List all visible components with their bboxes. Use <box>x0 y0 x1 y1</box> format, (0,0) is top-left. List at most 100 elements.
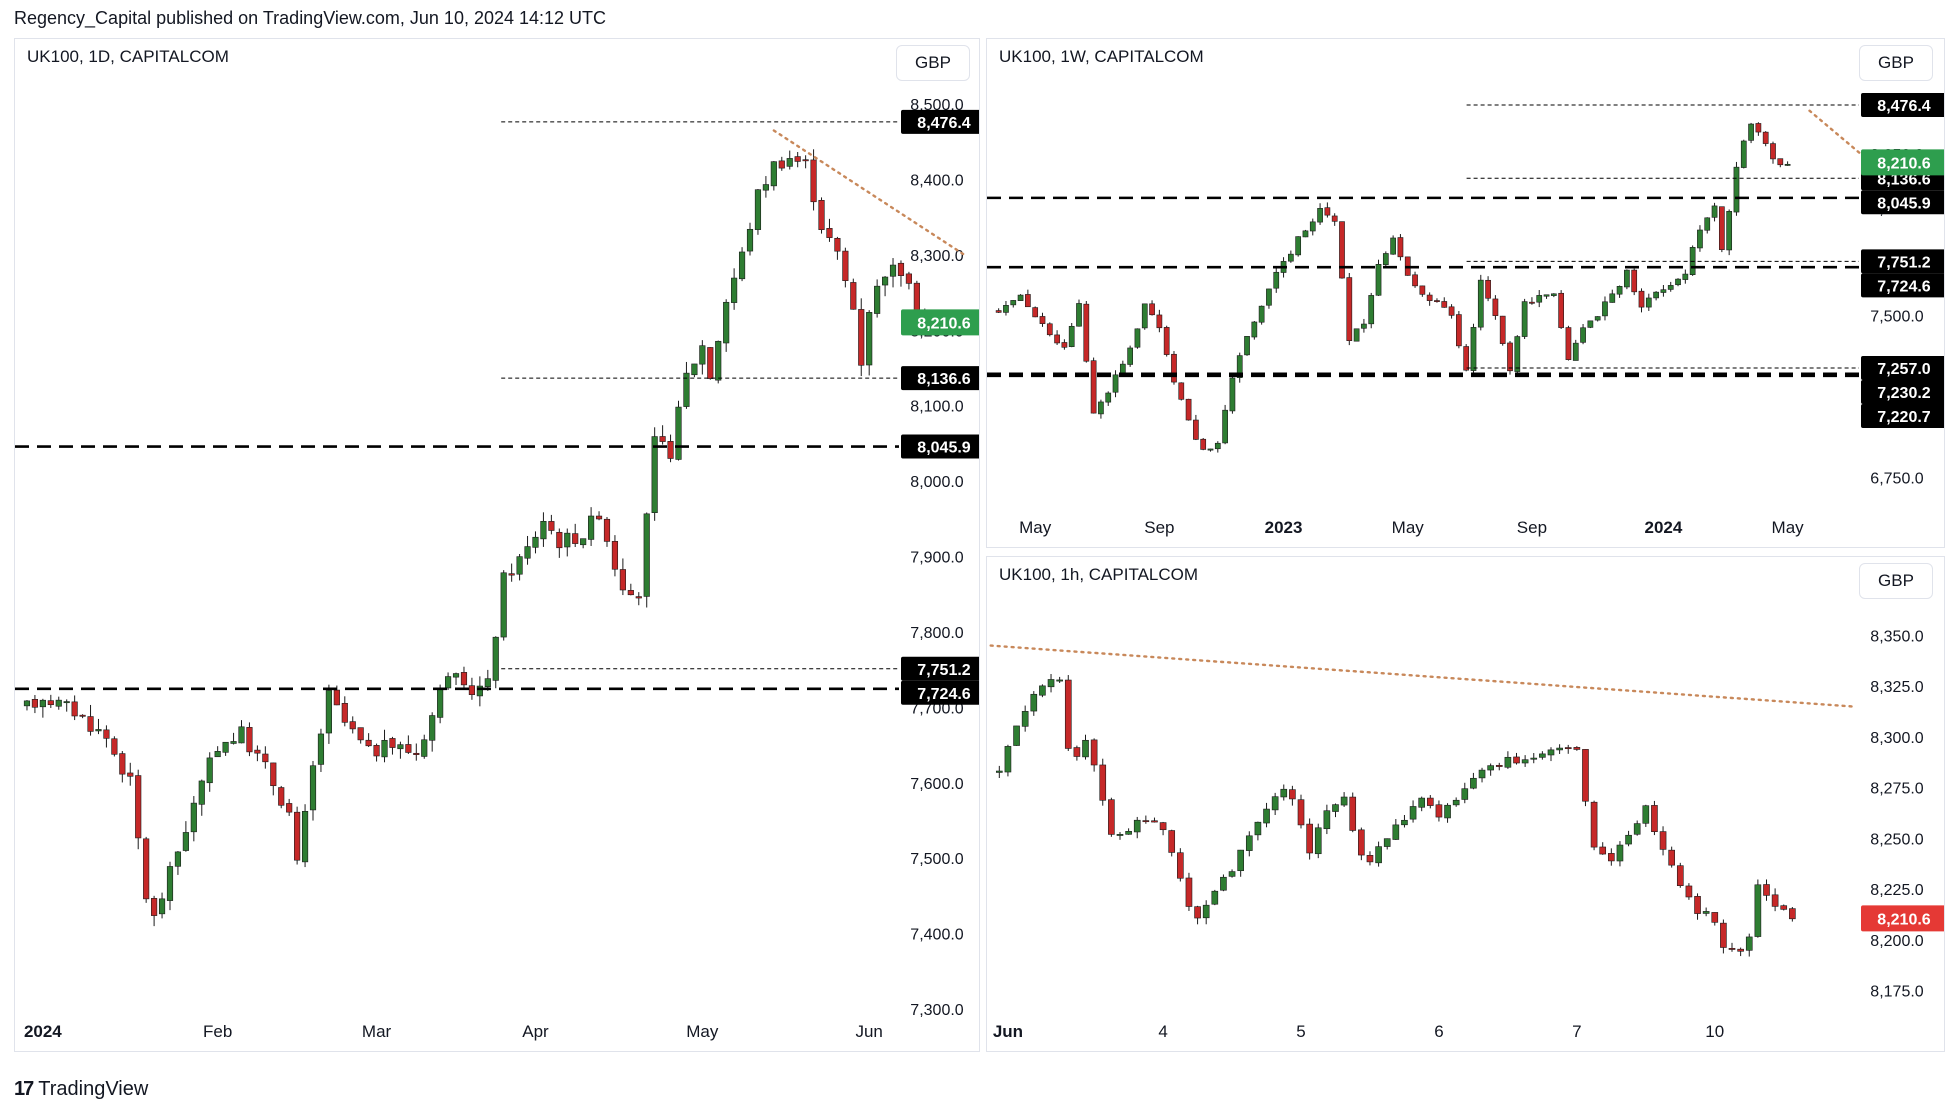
x-tick-label: 4 <box>1158 1022 1167 1041</box>
candle-down <box>1061 342 1068 348</box>
y-tick-label: 7,500.0 <box>1870 309 1923 326</box>
candle-down <box>1366 855 1374 863</box>
candle-up <box>1547 749 1555 756</box>
candle-up <box>1711 205 1718 218</box>
candle-down <box>1728 948 1736 950</box>
candle-down <box>1331 215 1338 222</box>
candle-up <box>23 700 31 707</box>
candle-up <box>691 363 698 376</box>
trendline[interactable] <box>989 644 1854 708</box>
candle-up <box>1211 890 1219 905</box>
candle-up <box>1098 401 1104 415</box>
candle-up <box>1004 746 1012 773</box>
currency-button-hourly[interactable]: GBP <box>1859 563 1933 599</box>
daily-chart-svg[interactable]: 7,300.07,400.07,500.07,600.07,700.07,800… <box>15 39 979 1051</box>
x-tick-label: 6 <box>1434 1022 1443 1041</box>
candle-up <box>1594 316 1601 321</box>
candle-up <box>1134 328 1141 348</box>
candle-up <box>1287 253 1294 262</box>
candle-up <box>995 770 1003 773</box>
candle-down <box>1039 316 1046 324</box>
candle-up <box>1116 834 1124 836</box>
candle-up <box>1263 808 1270 824</box>
candle-up <box>1271 796 1279 811</box>
candle-up <box>1444 804 1451 819</box>
y-tick-label: 7,400.0 <box>910 927 963 944</box>
candle-up <box>1521 759 1529 764</box>
candle-down <box>127 772 134 777</box>
candle-up <box>1003 305 1009 313</box>
chart-pane-hourly[interactable]: 8,175.0 8,200.0 8,225.0 8,250.0 8,275.0 8,300… <box>986 556 1945 1052</box>
candle-up <box>866 312 873 366</box>
candle-down <box>71 701 78 717</box>
candle-up <box>1726 211 1733 251</box>
candle-up <box>540 521 547 540</box>
candle-up <box>1214 442 1221 450</box>
price-level-tag <box>901 680 979 705</box>
price-level-tag <box>1861 356 1944 380</box>
candle-down <box>1780 905 1788 910</box>
candle-up <box>675 406 682 460</box>
candle-down <box>794 156 801 162</box>
candle-up <box>1514 336 1521 372</box>
candle-up <box>1317 208 1323 223</box>
candle-up <box>158 898 166 915</box>
chart-pane-daily[interactable]: 7,300.0 7,400.0 7,500.0 7,600.0 7,700.0 7,800… <box>14 38 980 1052</box>
candle-down <box>1685 885 1693 898</box>
x-tick-label: 2024 <box>24 1022 62 1041</box>
candle-down <box>905 273 912 284</box>
candle-down <box>468 685 475 695</box>
candle-up <box>1280 788 1288 798</box>
price-level-tag <box>1861 380 1944 404</box>
candle-up <box>1220 876 1227 891</box>
currency-button-weekly[interactable]: GBP <box>1859 45 1933 81</box>
y-tick-label: 7,500.0 <box>910 851 963 868</box>
candle-up <box>55 699 62 707</box>
candle-down <box>1737 948 1744 952</box>
candle-down <box>1090 739 1098 766</box>
candle-up <box>1273 271 1280 289</box>
y-tick-label: 8,300.0 <box>910 248 963 265</box>
candle-up <box>206 757 213 784</box>
candle-down <box>1346 277 1353 341</box>
candle-down <box>278 787 285 806</box>
candle-up <box>1309 221 1316 232</box>
candle-down <box>1789 908 1796 920</box>
candle-up <box>1258 305 1265 323</box>
candle-up <box>1127 347 1134 365</box>
candle-up <box>1633 823 1641 835</box>
chart-pane-weekly[interactable]: 6,750.07,250.07,500.07,750.08,000.08,250… <box>986 38 1945 548</box>
y-tick-label: 8,300.0 <box>1870 730 1923 747</box>
price-level-tag <box>1861 249 1944 274</box>
candle-up <box>1616 844 1624 862</box>
candle-up <box>1470 327 1477 371</box>
tradingview-brand[interactable]: 17 TradingView <box>14 1078 148 1101</box>
candle-up <box>190 802 197 833</box>
candle-down <box>1163 327 1170 355</box>
candle-down <box>1463 346 1470 371</box>
candle-down <box>556 531 563 549</box>
candle-up <box>580 538 587 546</box>
candle-down <box>1668 849 1675 866</box>
weekly-chart-svg[interactable]: 6,750.07,250.07,500.07,750.08,000.08,250… <box>987 39 1944 547</box>
price-level-tag <box>1861 404 1944 428</box>
trendline[interactable] <box>772 129 966 257</box>
candle-down <box>1599 846 1607 855</box>
candle-up <box>1202 904 1210 919</box>
candle-up <box>1105 392 1112 403</box>
hourly-chart-svg[interactable]: 8,175.0 8,200.0 8,225.0 8,250.0 8,275.0 8,300… <box>987 557 1944 1051</box>
candle-up <box>564 532 571 548</box>
candle-down <box>143 838 150 900</box>
candle-up <box>325 690 332 734</box>
candle-up <box>1390 237 1396 255</box>
candle-up <box>1572 342 1579 361</box>
currency-button-daily[interactable]: GBP <box>896 45 970 81</box>
candle-down <box>135 775 142 839</box>
candle-down <box>603 518 611 542</box>
trendline[interactable] <box>1808 109 1862 156</box>
price-level-label: 8,045.9 <box>1877 195 1930 212</box>
tradingview-logo-icon: 17 <box>14 1078 34 1100</box>
candle-up <box>1323 810 1331 830</box>
candle-up <box>1392 824 1400 840</box>
candle-down <box>572 533 579 544</box>
